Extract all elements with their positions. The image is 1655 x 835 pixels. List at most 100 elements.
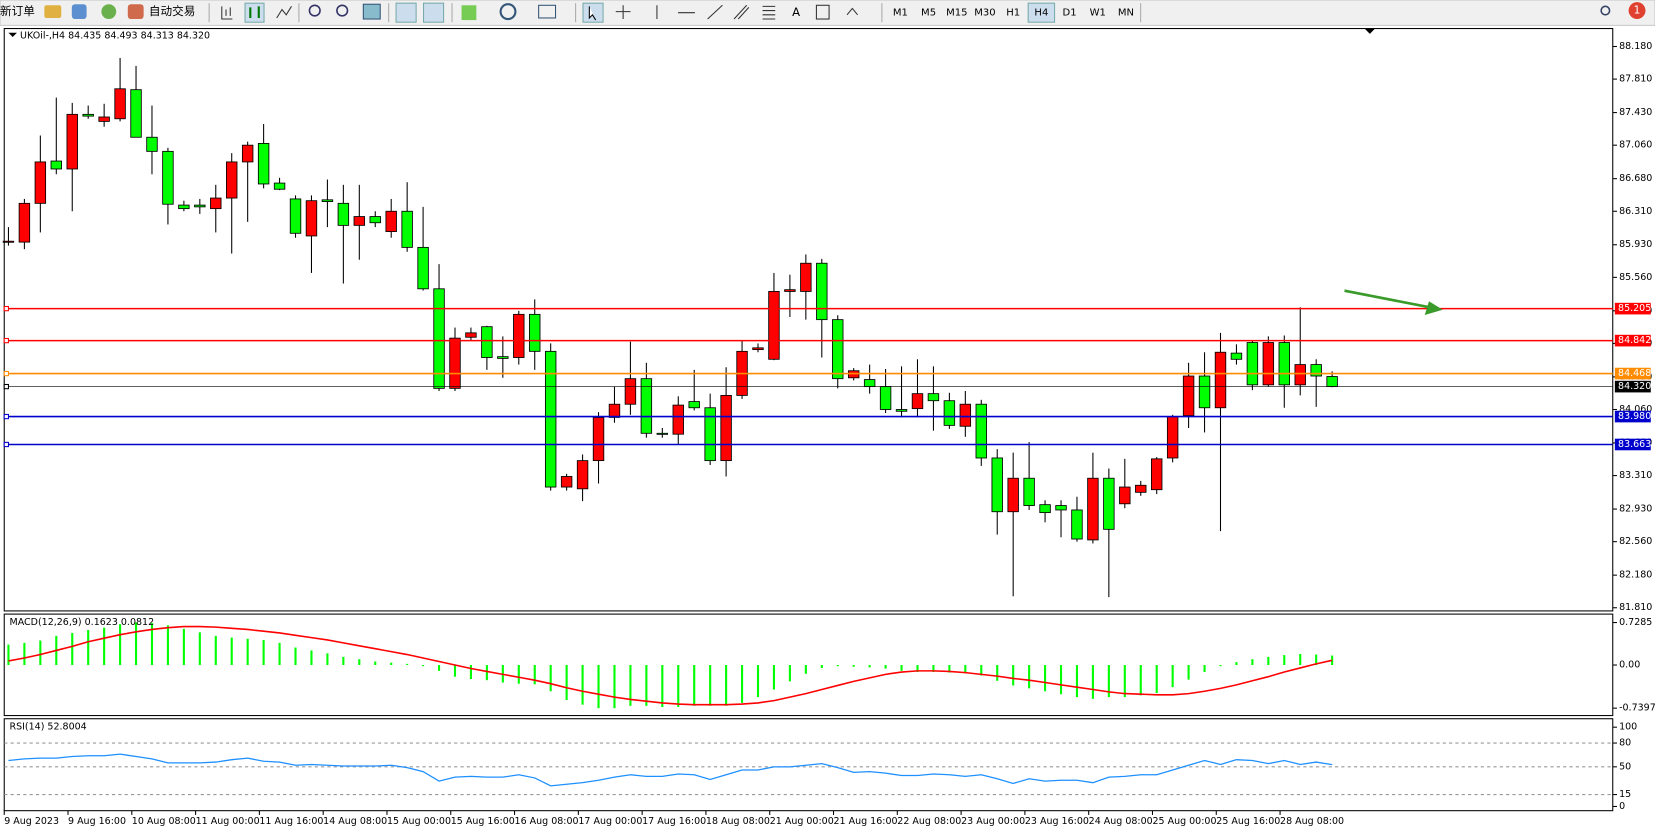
shift-button[interactable] [422,2,445,23]
macd-bar [661,665,664,708]
y-tick-label: 80 [1619,738,1631,749]
indicators-button[interactable] [461,5,477,21]
macd-bar [1299,653,1302,666]
macd-bar [374,661,377,666]
macd-bar [1028,665,1031,689]
search-button[interactable] [1600,5,1611,16]
candle-body [544,350,557,488]
candle-body [449,337,461,389]
level-handle [3,305,9,312]
bar-chart-button[interactable] [221,6,233,20]
macd-bar [39,640,42,666]
macd-bar [485,665,488,681]
candle-body [98,116,110,122]
y-tick-label: 87.430 [1619,107,1652,118]
macd-bar [1075,665,1079,698]
new-order-button[interactable]: 新订单 [0,4,35,18]
fibo-button[interactable] [762,5,776,20]
level-handle [3,383,9,390]
crosshair-button[interactable] [615,5,631,20]
macd-bar [996,665,999,681]
candle-body [210,197,222,210]
zoom-out-button[interactable] [336,4,349,17]
macd-bar [1171,665,1174,688]
timeframe-button[interactable]: W1 [1090,8,1106,19]
candle-body [1135,484,1147,493]
timeframe-button[interactable]: H1 [1006,8,1020,19]
candle-body [226,161,238,199]
title-marker [8,32,17,37]
candle-body [1310,364,1322,377]
candle-body [768,291,780,360]
candle-body [82,113,94,117]
macd-bar [103,627,106,666]
arrows-button[interactable] [846,7,859,16]
zoom-in-button[interactable] [308,4,321,17]
timeframe-button[interactable]: H4 [1034,8,1048,19]
candle-body [353,216,366,226]
macd-bar [1235,662,1238,666]
y-tick-label: 82.180 [1619,570,1652,581]
macd-bar [1091,665,1094,699]
icon[interactable] [127,4,144,20]
timeframe-button[interactable]: M15 [946,8,967,19]
candle-body [656,432,669,435]
candle-body [720,394,732,462]
candle-body [1166,416,1179,459]
icon[interactable] [44,5,62,18]
candle-body [1182,375,1195,417]
candle-body [289,198,302,234]
label-button[interactable] [815,4,830,20]
timeframes: M1 M5 M15 M30 H1 H4 D1 W1 MN [893,2,1134,23]
auto-trading-button[interactable]: 自动交易 [149,4,195,18]
line-chart-button[interactable] [276,6,292,19]
level-label-bg [1614,367,1651,380]
y-tick-label: 86.310 [1619,206,1652,217]
x-tick-label: 28 Aug 08:00 [1280,816,1344,827]
timeframe-button[interactable]: M5 [921,8,936,19]
period-button[interactable] [499,3,517,21]
candle-body [130,89,142,138]
macd-bar [772,665,776,690]
channel-button[interactable] [733,4,750,20]
candle-body [832,319,844,380]
tile-button[interactable] [362,3,381,20]
template-button[interactable] [538,4,557,19]
level-label: 83.980 [1618,411,1651,422]
autoscroll-button[interactable] [395,2,417,23]
macd-bar [262,639,265,666]
macd-bar [645,665,648,706]
macd-bar [358,659,361,666]
macd-bar [1044,665,1047,692]
y-tick-label: -0.7397 [1619,703,1655,714]
timeframe-button[interactable]: D1 [1063,8,1077,19]
macd-bar [230,637,233,666]
icon[interactable] [71,4,87,20]
y-tick-label: 15 [1619,789,1631,800]
candle-body [369,216,381,224]
text-button[interactable]: A [792,5,800,19]
candle-body [576,460,589,490]
x-tick-label: 16 Aug 08:00 [515,816,579,827]
x-tick-label: 9 Aug 2023 [4,816,59,827]
trendline-button[interactable] [707,4,723,20]
icon[interactable] [101,4,117,20]
timeframe-button[interactable]: M30 [974,8,995,19]
macd-bar [868,665,871,668]
notification-count: 1 [1634,5,1641,17]
x-tick-label: 15 Aug 16:00 [451,816,515,827]
candle-body [2,240,15,243]
timeframe-button[interactable]: MN [1118,8,1134,19]
macd-bar [964,665,967,674]
candle-body [640,378,653,434]
candle-body [895,409,908,412]
timeframe-button[interactable]: M1 [893,8,908,19]
icon [249,6,260,18]
cursor-button[interactable] [582,2,604,23]
candle-chart-button[interactable] [244,2,265,23]
candle-body [1294,364,1306,386]
notification-badge[interactable] [1628,2,1646,20]
macd-bar [198,632,201,666]
candle-body [1071,509,1083,540]
level-label: 85.205 [1618,303,1651,314]
